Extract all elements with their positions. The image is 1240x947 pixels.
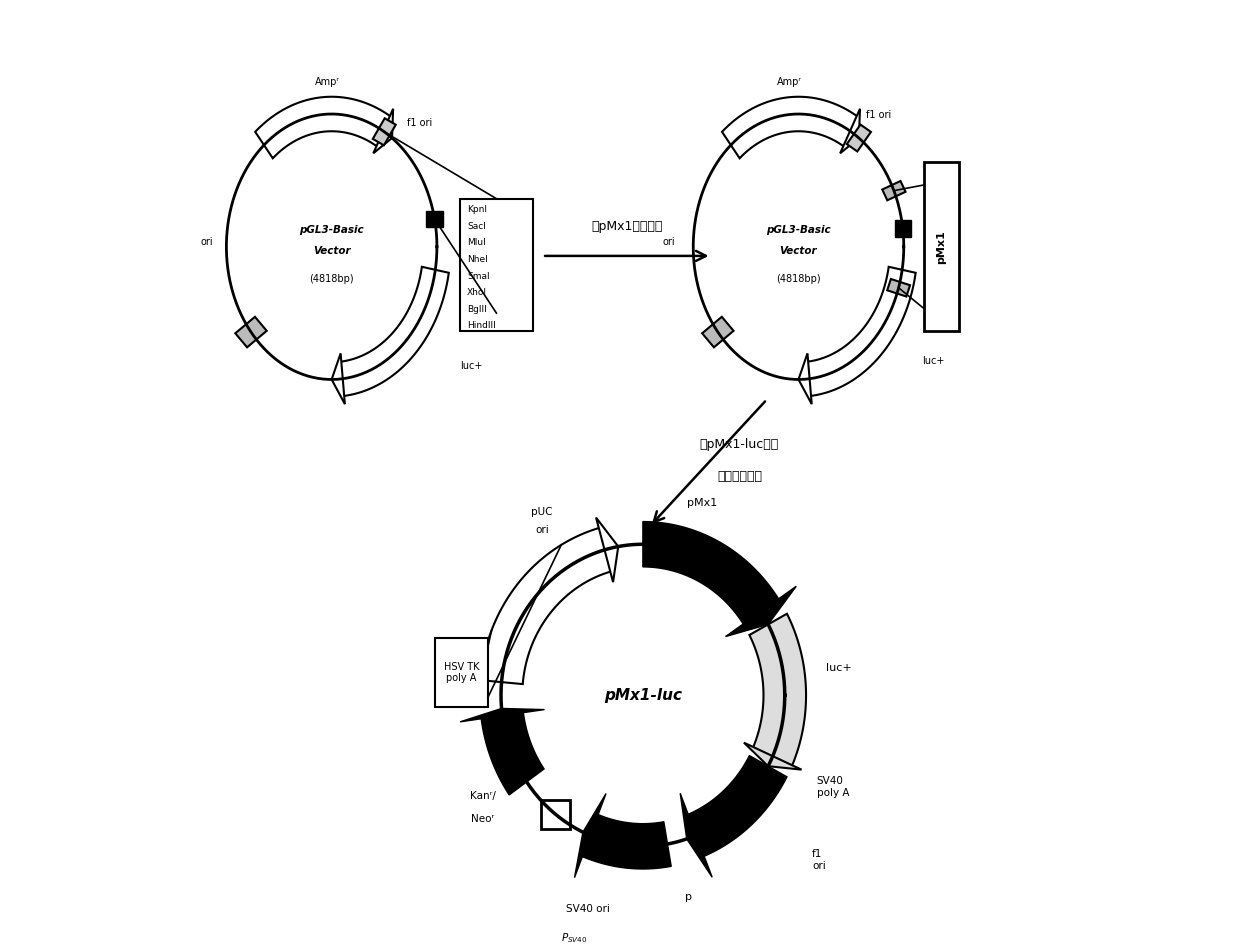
Bar xyxy=(541,799,570,829)
FancyBboxPatch shape xyxy=(435,638,487,706)
Text: luc+: luc+ xyxy=(826,663,852,672)
Text: f1 ori: f1 ori xyxy=(407,117,433,128)
Text: 将pMx1插入载体: 将pMx1插入载体 xyxy=(591,220,662,233)
Polygon shape xyxy=(331,353,345,404)
Text: SV40 ori: SV40 ori xyxy=(565,904,610,914)
FancyBboxPatch shape xyxy=(924,162,959,331)
Text: SmaI: SmaI xyxy=(467,272,490,280)
Text: Vector: Vector xyxy=(780,246,817,257)
Polygon shape xyxy=(702,317,734,348)
Polygon shape xyxy=(373,109,393,153)
Polygon shape xyxy=(596,518,619,582)
Text: ori: ori xyxy=(200,237,212,247)
Text: pGL3-Basic: pGL3-Basic xyxy=(299,225,365,235)
Text: HindIII: HindIII xyxy=(467,321,496,331)
Text: pMx1-luc: pMx1-luc xyxy=(604,688,682,703)
Polygon shape xyxy=(580,813,671,869)
Text: pGL3-Basic: pGL3-Basic xyxy=(766,225,831,235)
Text: ori: ori xyxy=(536,525,549,535)
Text: (4818bp): (4818bp) xyxy=(309,274,353,284)
Polygon shape xyxy=(807,267,915,396)
Polygon shape xyxy=(574,794,606,878)
Text: HSV TK
poly A: HSV TK poly A xyxy=(444,662,479,683)
Text: SV40
poly A: SV40 poly A xyxy=(817,776,849,797)
Polygon shape xyxy=(255,97,391,158)
Text: f1 ori: f1 ori xyxy=(867,110,892,119)
Text: pUC: pUC xyxy=(532,507,553,517)
Polygon shape xyxy=(841,109,861,153)
Text: luc+: luc+ xyxy=(460,361,482,370)
Polygon shape xyxy=(460,708,544,722)
Text: NheI: NheI xyxy=(467,255,487,264)
Text: p: p xyxy=(686,892,692,902)
Text: 将pMx1-luc融合: 将pMx1-luc融合 xyxy=(699,438,779,451)
Text: Ampʳ: Ampʳ xyxy=(777,77,802,86)
Text: MluI: MluI xyxy=(467,239,486,247)
Text: 基因插入载体: 基因插入载体 xyxy=(717,470,761,483)
Text: XhoI: XhoI xyxy=(467,288,487,297)
Polygon shape xyxy=(725,586,796,636)
Polygon shape xyxy=(847,125,870,152)
Text: SacI: SacI xyxy=(467,222,486,231)
Text: (4818bp): (4818bp) xyxy=(776,274,821,284)
Polygon shape xyxy=(481,711,544,795)
Bar xyxy=(894,220,911,237)
Text: f1
ori: f1 ori xyxy=(812,849,826,871)
Text: pMx1: pMx1 xyxy=(936,230,946,263)
Text: KpnI: KpnI xyxy=(467,205,487,214)
Text: Ampʳ: Ampʳ xyxy=(315,77,340,86)
Polygon shape xyxy=(340,267,449,396)
Polygon shape xyxy=(373,118,396,145)
Polygon shape xyxy=(681,794,712,877)
Polygon shape xyxy=(686,756,787,857)
Text: BglII: BglII xyxy=(467,305,487,313)
Polygon shape xyxy=(887,279,910,296)
Polygon shape xyxy=(744,742,801,770)
Polygon shape xyxy=(749,614,806,766)
Text: Neoʳ: Neoʳ xyxy=(471,813,495,824)
Text: luc+: luc+ xyxy=(923,356,945,366)
Polygon shape xyxy=(722,97,858,158)
FancyBboxPatch shape xyxy=(460,199,533,331)
Text: $P_{SV40}$: $P_{SV40}$ xyxy=(560,932,588,945)
Polygon shape xyxy=(883,181,905,201)
Polygon shape xyxy=(480,527,611,684)
Polygon shape xyxy=(642,522,781,627)
Bar xyxy=(427,211,443,227)
Polygon shape xyxy=(799,353,812,404)
Text: Kanʳ/: Kanʳ/ xyxy=(470,791,496,801)
Text: Vector: Vector xyxy=(312,246,351,257)
Text: pMx1: pMx1 xyxy=(687,497,718,508)
Polygon shape xyxy=(236,317,267,348)
Text: ori: ori xyxy=(662,237,675,247)
